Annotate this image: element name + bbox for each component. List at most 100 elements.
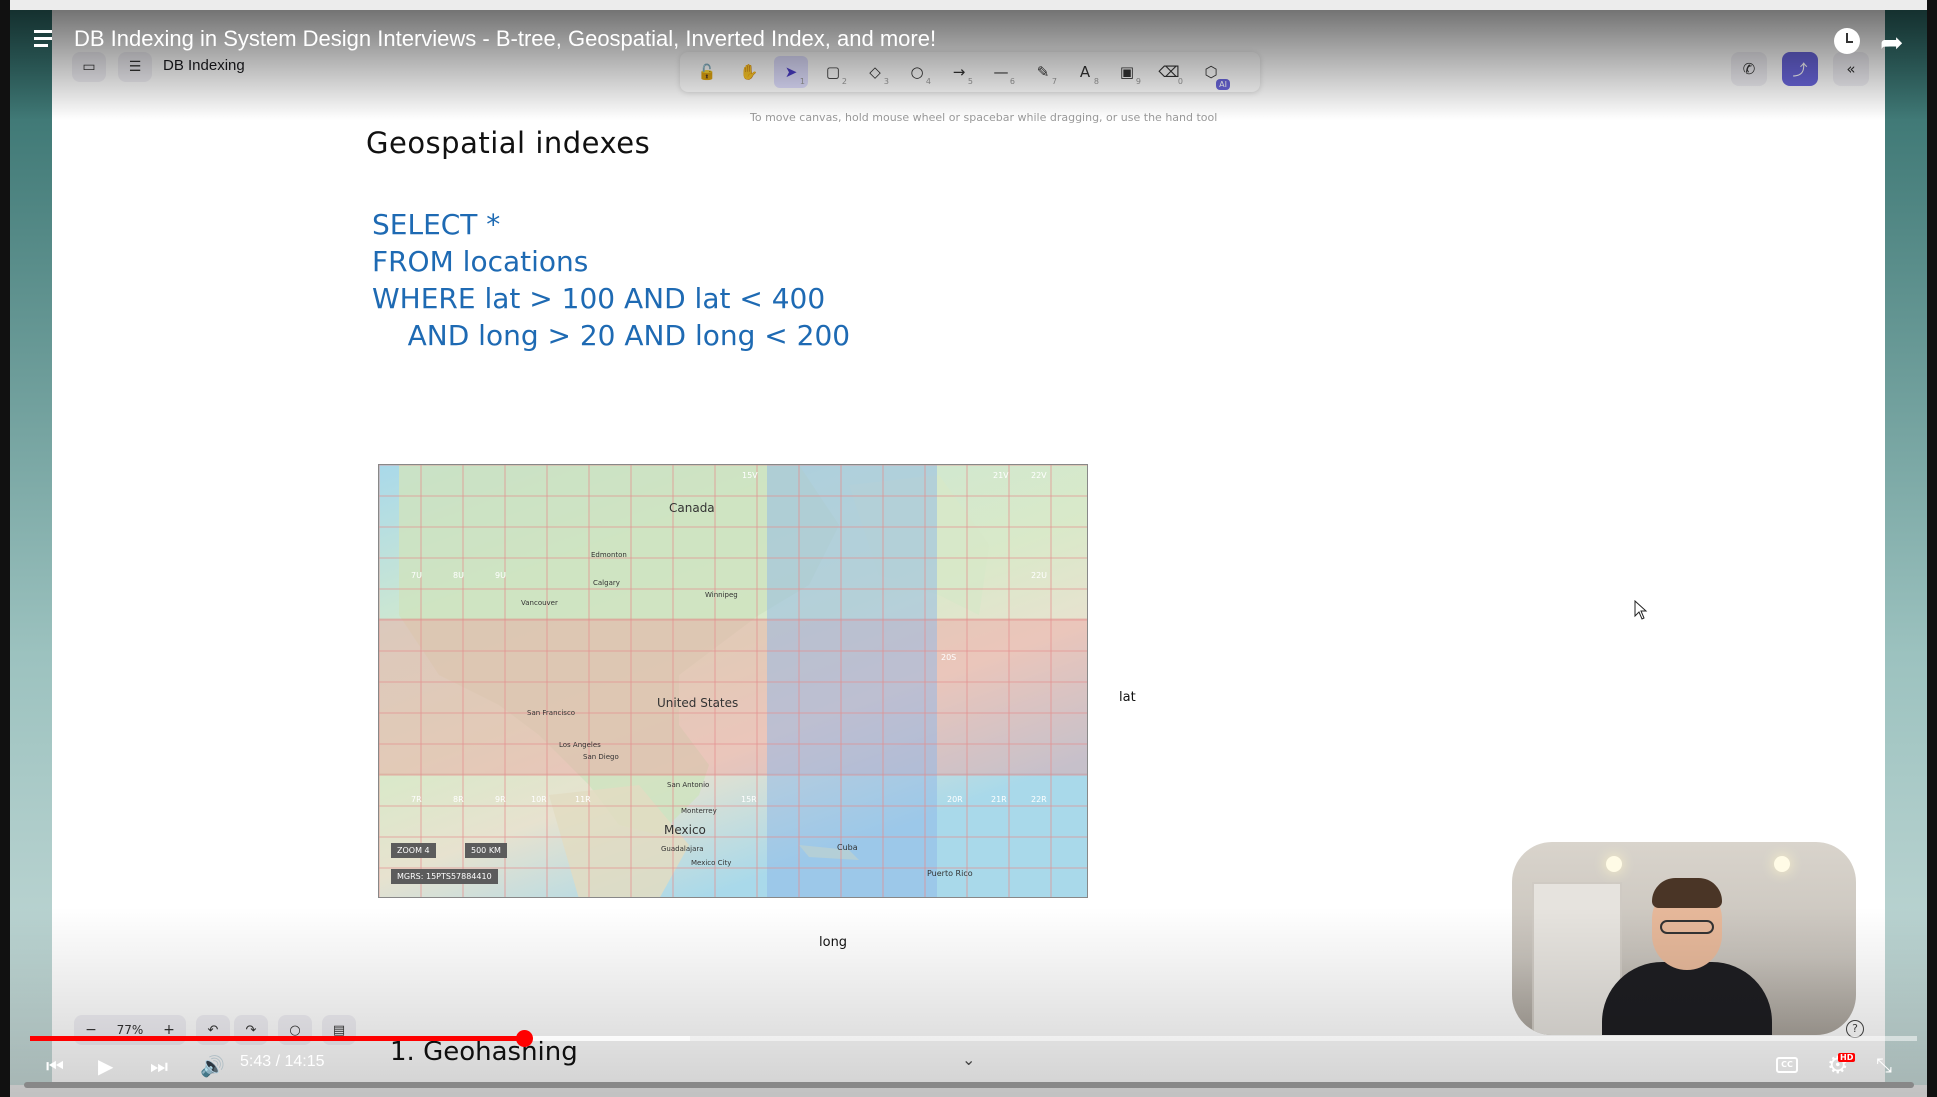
arrow-icon: → [952, 63, 966, 81]
hd-badge: HD [1838, 1053, 1856, 1062]
skip-previous-icon: ⏮ [46, 1054, 64, 1078]
hamburger-icon: ☰ [118, 52, 152, 82]
background-left [10, 10, 52, 1085]
line-tool-button[interactable]: —6 [984, 56, 1018, 88]
mgrs-map-image[interactable]: Canada United States Mexico Edmonton Cal… [378, 464, 1088, 898]
ellipse-tool-button[interactable]: ○ 4 [900, 56, 934, 88]
grid-code-10r: 10R [531, 795, 547, 804]
land-north-america [399, 465, 839, 835]
chevron-down-icon[interactable]: ⌄ [962, 1050, 976, 1069]
play-icon: ▶ [98, 1054, 114, 1078]
mgrs-grid [379, 465, 1087, 897]
volume-button[interactable]: 🔊 [200, 1052, 225, 1080]
double-chevron-left-icon: « [1846, 60, 1856, 78]
shortcut-key: 1 [799, 77, 805, 86]
lock-tool-button[interactable]: 🔓 [690, 56, 724, 88]
rectangle-tool-button[interactable]: ▢ 2 [816, 56, 850, 88]
map-scale-badge: 500 KM [465, 843, 507, 858]
map-label-puerto-rico: Puerto Rico [927, 869, 973, 878]
rectangle-icon: ▢ [825, 63, 841, 81]
sql-line-2: FROM locations [372, 245, 589, 278]
zoom-in-button[interactable]: + [163, 1022, 175, 1038]
map-label-winnipeg: Winnipeg [705, 591, 738, 599]
hand-tool-button[interactable]: ✋ [732, 56, 766, 88]
shortcut-key: 6 [1009, 77, 1015, 86]
diamond-tool-button[interactable]: ◇ 3 [858, 56, 892, 88]
grid-code-22u: 22U [1031, 571, 1048, 580]
shortcut-key: 2 [841, 77, 847, 86]
extra-tools-icon: ⬡ [1204, 63, 1218, 81]
selection-tool-button[interactable]: ➤ 1 [774, 56, 808, 88]
canvas-hint: To move canvas, hold mouse wheel or spac… [750, 111, 1218, 124]
progress-scrubber[interactable] [516, 1030, 534, 1047]
heading-geospatial: Geospatial indexes [366, 126, 651, 160]
shape-toolbar: 🔓 ✋ ➤ 1 ▢ 2 ◇ 3 ○ 4 → 5—6 ✎ 7 A 8 ▣ 9 ⌫ 0 ⬡ AI [680, 52, 1260, 92]
image-tool-button[interactable]: ▣ 9 [1110, 56, 1144, 88]
shortcut-key: 8 [1093, 77, 1099, 86]
previous-button[interactable]: ⏮ [46, 1052, 64, 1080]
eraser-tool-button[interactable]: ⌫ 0 [1152, 56, 1186, 88]
webcam-light [1606, 856, 1622, 872]
grid-code-22v: 22V [1031, 471, 1047, 480]
call-button[interactable]: ✆ [1731, 52, 1767, 86]
sql-line-3: WHERE lat > 100 AND lat < 400 [372, 282, 826, 315]
playlist-menu-icon[interactable] [34, 30, 56, 50]
lat-band [379, 618, 1087, 775]
letterbox-left [0, 0, 10, 1097]
watch-later-icon[interactable] [1834, 28, 1860, 54]
next-button[interactable]: ⏭ [150, 1052, 168, 1080]
library-icon: ▤ [332, 1022, 346, 1038]
line-icon: — [993, 63, 1009, 81]
horizontal-scrollbar[interactable] [24, 1082, 1914, 1088]
grid-code-8r: 8R [453, 795, 464, 804]
image-icon: ▣ [1119, 63, 1135, 81]
zoom-out-button[interactable]: − [85, 1022, 97, 1038]
share-arrow-icon[interactable]: ➦ [1880, 26, 1904, 59]
undo-icon: ↶ [207, 1022, 219, 1038]
shortcut-key: 7 [1051, 77, 1057, 86]
volume-icon: 🔊 [200, 1054, 225, 1078]
map-label-canada: Canada [669, 501, 715, 515]
video-title[interactable]: DB Indexing in System Design Interviews … [74, 26, 937, 51]
presenter-body [1602, 962, 1772, 1035]
shortcut-key: 3 [883, 77, 889, 86]
sidebar-toggle-button[interactable]: ▭ [72, 52, 106, 82]
shortcut-key: 0 [1177, 77, 1183, 86]
play-button[interactable]: ▶ [98, 1052, 113, 1080]
map-label-san-antonio: San Antonio [667, 781, 710, 789]
exit-fullscreen-icon[interactable]: ⤡ [1876, 1053, 1892, 1077]
collapse-panel-button[interactable]: « [1833, 52, 1869, 86]
map-label-san-francisco: San Francisco [527, 709, 576, 717]
text-icon: A [1079, 63, 1091, 81]
captions-button[interactable]: CC [1776, 1057, 1798, 1073]
presenter-hair [1652, 878, 1722, 908]
map-label-monterrey: Monterrey [681, 807, 717, 815]
long-band [767, 465, 937, 897]
share-button[interactable]: ⤴ [1782, 52, 1818, 86]
grid-code-7r: 7R [411, 795, 422, 804]
sql-line-4: AND long > 20 AND long < 200 [372, 319, 851, 352]
share-icon: ⤴ [1792, 60, 1808, 79]
lat-label: lat [1119, 690, 1136, 705]
map-label-san-diego: San Diego [583, 753, 619, 761]
presenter-webcam [1512, 842, 1856, 1035]
grid-code-22r: 22R [1031, 795, 1047, 804]
long-label: long [819, 935, 848, 950]
progress-bar[interactable] [30, 1030, 1917, 1047]
zoom-level[interactable]: 77% [116, 1023, 144, 1037]
arrow-tool-button[interactable]: → 5 [942, 56, 976, 88]
sidebar-icon: ▭ [72, 52, 106, 82]
extra-tools-tool-button[interactable]: ⬡ AI [1194, 56, 1230, 90]
main-menu-button[interactable]: ☰ [118, 52, 152, 82]
search-icon: ○ [289, 1022, 301, 1038]
letterbox-right [1927, 0, 1937, 1097]
time-display: 5:43 / 14:15 [240, 1053, 325, 1070]
ellipse-icon: ○ [910, 63, 924, 81]
grid-code-15r: 15R [741, 795, 757, 804]
draw-tool-button[interactable]: ✎ 7 [1026, 56, 1060, 88]
shortcut-key: 4 [925, 77, 931, 86]
land-mexico [549, 785, 689, 897]
grid-code-20r: 20R [947, 795, 963, 804]
